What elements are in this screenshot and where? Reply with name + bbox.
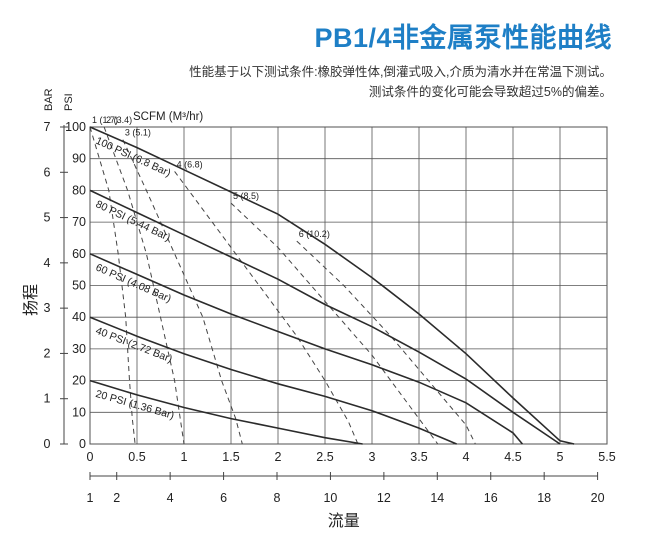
series-label-dashed: 6 (10.2) (299, 229, 330, 239)
chart-axes: 0 0.5 1 1.5 2 2.5 3 3.5 4 4.5 5 5.50102030405060708… (44, 120, 616, 505)
x-unit-label: SCFM (M³/hr) (133, 111, 203, 123)
psi-tick-label: 10 (72, 405, 86, 419)
flow-tick-label: 16 (484, 491, 498, 505)
bar-tick-label: 0 (44, 437, 51, 451)
bar-unit-label: BAR (43, 88, 55, 111)
series-line-dashed (296, 240, 476, 445)
psi-tick-label: 70 (72, 215, 86, 229)
flow-tick-label: 18 (537, 491, 551, 505)
series-line-dashed (103, 126, 185, 445)
flow-tick-label: 10 (323, 491, 337, 505)
series-label-solid: 60 PSI (4.08 Bar) (94, 262, 173, 306)
bar-tick-label: 1 (44, 392, 51, 406)
series-label-dashed: 5 (8.5) (233, 191, 259, 201)
series-label-dashed: 3 (5.1) (125, 128, 151, 138)
series-label-solid: 20 PSI (1.36 Bar) (94, 388, 175, 422)
x-tick-label: 2.5 (316, 450, 333, 464)
x-tick-label: 0.5 (128, 450, 145, 464)
x-tick-label: 4 (463, 450, 470, 464)
psi-tick-label: 60 (72, 247, 86, 261)
series-line-solid (89, 379, 363, 445)
series-line-solid (89, 126, 575, 445)
bar-tick-label: 5 (44, 211, 51, 225)
psi-tick-label: 40 (72, 310, 86, 324)
x-tick-label: 1 (181, 450, 188, 464)
series-line-dashed (230, 202, 439, 445)
psi-tick-label: 30 (72, 342, 86, 356)
series-line-dashed (122, 139, 243, 445)
flow-tick-label: 2 (113, 491, 120, 505)
flow-tick-label: 12 (377, 491, 391, 505)
x-tick-label: 5.5 (598, 450, 615, 464)
x-tick-label: 4.5 (504, 450, 521, 464)
flow-tick-label: 14 (430, 491, 444, 505)
series-label-solid: 80 PSI (5.44 Bar) (94, 198, 172, 244)
x-tick-label: 2 (275, 450, 282, 464)
bar-tick-label: 7 (44, 120, 51, 134)
series-label-dashed: 4 (6.8) (177, 159, 203, 169)
flow-tick-label: 4 (167, 491, 174, 505)
x-axis-title: 流量 (328, 512, 360, 530)
flow-tick-label: 6 (220, 491, 227, 505)
x-tick-label: 3.5 (410, 450, 427, 464)
chart-grid (89, 126, 608, 445)
y-axis-title: 扬程 (22, 284, 40, 316)
flow-tick-label: 1 (87, 491, 94, 505)
x-tick-label: 3 (369, 450, 376, 464)
bar-tick-label: 4 (44, 256, 51, 270)
psi-tick-label: 90 (72, 152, 86, 166)
air-consumption-curves: 1 (1.7)2 (3.4) 3 (5.1) 4 (6.8) 5 (8.5) 6 (10… (89, 115, 476, 445)
psi-tick-label: 100 (65, 120, 86, 134)
x-tick-label: 1.5 (222, 450, 239, 464)
series-line-solid (89, 189, 561, 445)
series-label-dashed: 2 (3.4) (106, 115, 132, 125)
series-line-dashed (89, 126, 136, 445)
series-label-solid: 100 PSI (6.8 Bar) (94, 135, 173, 180)
chart-subtitle-conditions: 性能基于以下测试条件:橡胶弹性体,倒灌式吸入,介质为清水并在常温下测试。 (189, 65, 612, 79)
series-line-solid (89, 316, 457, 445)
psi-unit-label: PSI (63, 93, 75, 111)
series-line-dashed (174, 171, 359, 445)
x-tick-label: 5 (557, 450, 564, 464)
psi-tick-label: 0 (79, 437, 86, 451)
bar-tick-label: 3 (44, 301, 51, 315)
flow-tick-label: 8 (274, 491, 281, 505)
chart-subtitle-deviation: 测试条件的变化可能会导致超过5%的偏差。 (368, 85, 612, 99)
bar-tick-label: 6 (44, 165, 51, 179)
bar-tick-label: 2 (44, 346, 51, 360)
x-tick-label: 0 (87, 450, 94, 464)
series-label-dashed: 1 (1.7) (92, 115, 118, 125)
series-line-solid (89, 253, 524, 445)
psi-tick-label: 50 (72, 279, 86, 293)
psi-tick-label: 20 (72, 374, 86, 388)
psi-tick-label: 80 (72, 183, 86, 197)
flow-tick-label: 20 (591, 491, 605, 505)
chart-title: PB1/4非金属泵性能曲线 (314, 23, 612, 53)
